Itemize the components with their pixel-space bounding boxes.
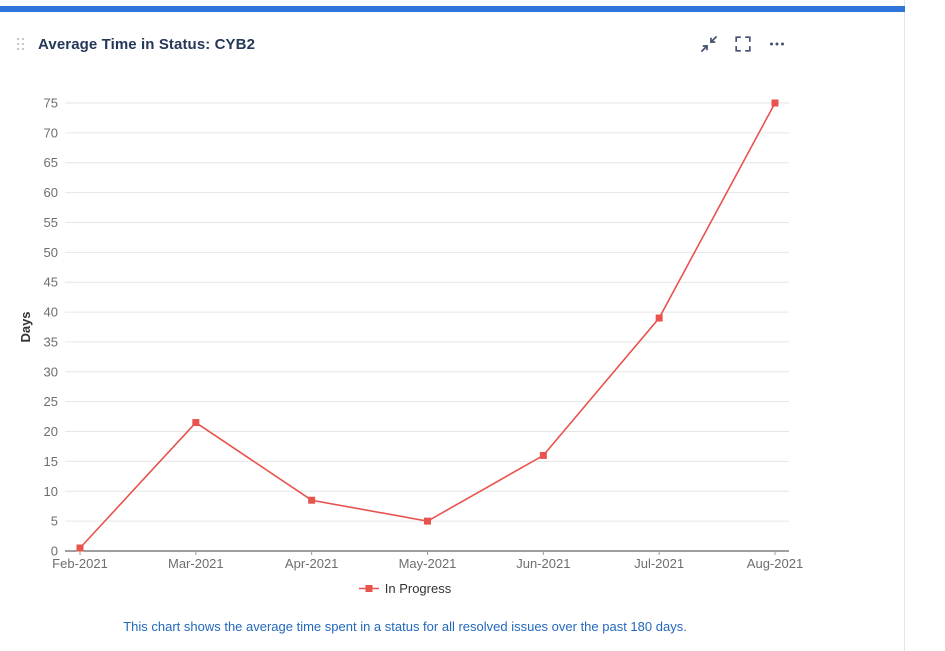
y-axis-tick-label: 10 [44,484,58,499]
y-axis-tick-label: 65 [44,155,58,170]
gadget-footer-note: This chart shows the average time spent … [123,619,687,634]
data-point-marker[interactable] [539,451,547,459]
y-axis-tick-label: 45 [44,275,58,290]
gadget-header-actions [700,35,786,53]
x-axis-tick-label: Feb-2021 [52,556,108,571]
ellipsis-icon [769,36,785,52]
y-axis-tick-label: 40 [44,305,58,320]
legend-marker-icon [358,585,379,592]
y-axis-tick-label: 75 [44,96,58,111]
data-point-marker[interactable] [76,544,84,552]
y-axis-tick-label: 55 [44,215,58,230]
gadget-accent-bar [0,6,905,12]
fullscreen-icon [735,36,751,52]
x-axis-tick-label: Apr-2021 [285,556,338,571]
y-axis-tick-label: 0 [51,544,58,559]
y-axis-tick-label: 70 [44,125,58,140]
y-axis-tick-label: 60 [44,185,58,200]
gadget-card: Average Time in Status: CYB2 [0,0,905,651]
data-point-marker[interactable] [424,517,431,525]
x-axis-tick-label: Jun-2021 [516,556,570,571]
minimize-button[interactable] [700,35,718,53]
y-axis-tick-label: 5 [51,514,58,529]
y-axis-title: Days [18,311,33,342]
x-axis-tick-label: May-2021 [399,556,457,571]
y-axis-tick-label: 35 [44,334,58,349]
y-axis-tick-label: 25 [44,394,58,409]
drag-handle-icon[interactable] [17,38,25,51]
x-axis-tick-label: Aug-2021 [747,556,803,571]
y-axis-tick-label: 30 [44,364,58,379]
more-options-button[interactable] [768,35,786,53]
y-axis-tick-label: 20 [44,424,58,439]
average-time-in-status-chart: 0 5 10 15 20 25 30 35 40 45 50 55 60 65 70 75 Feb-2021 Ma… [18,96,803,572]
x-axis-tick-label: Jul-2021 [634,556,684,571]
y-axis-tick-label: 15 [44,454,58,469]
y-axis-tick-label: 50 [44,245,58,260]
series-line [79,102,776,549]
data-point-marker[interactable] [655,314,663,322]
data-point-marker[interactable] [308,496,316,504]
fullscreen-button[interactable] [734,35,752,53]
data-point-marker[interactable] [192,419,200,427]
minimize-icon [701,36,717,52]
legend-series-label: In Progress [384,581,452,596]
x-axis-tick-label: Mar-2021 [168,556,224,571]
data-point-marker[interactable] [771,99,779,107]
gadget-title: Average Time in Status: CYB2 [38,36,256,53]
chart-legend[interactable]: In Progress [0,581,810,596]
